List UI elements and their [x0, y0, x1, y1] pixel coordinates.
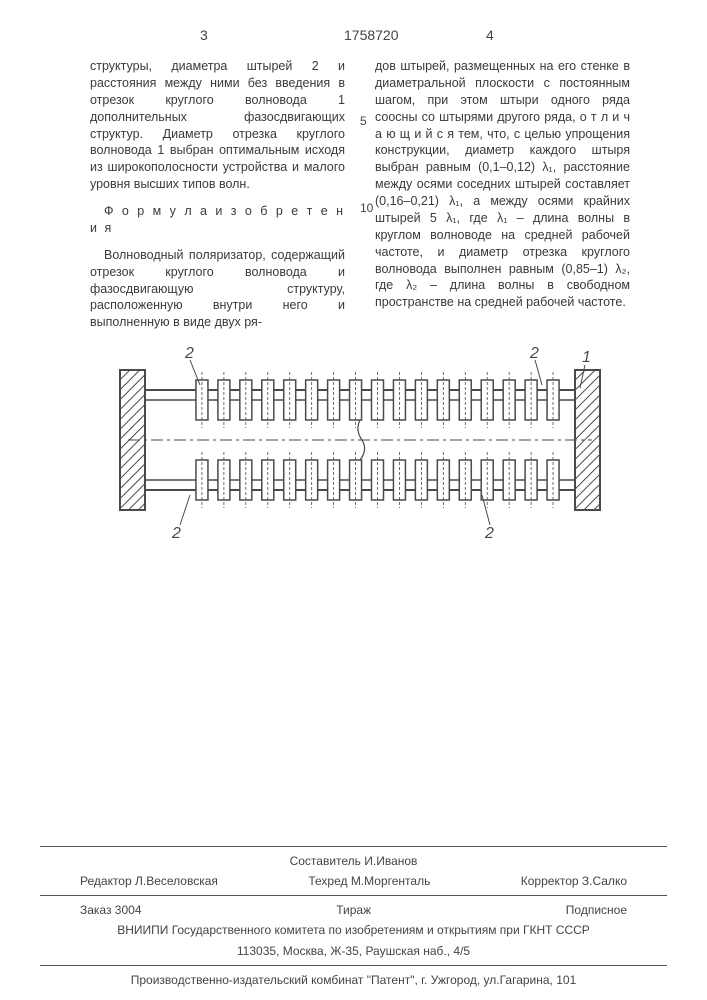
- footer-subscription: Подписное: [566, 902, 627, 918]
- label-2-topright: 2: [529, 345, 539, 362]
- footer-editor: Редактор Л.Веселовская: [80, 873, 218, 889]
- flange-left: [120, 370, 145, 510]
- page-number-right: 4: [486, 26, 494, 45]
- left-paragraph-2: Волноводный поляризатор, содержащий отре…: [90, 247, 345, 331]
- waveguide-diagram: 2 2 1 2 2: [90, 330, 630, 550]
- label-1: 1: [582, 349, 591, 366]
- footer-press: Производственно-издательский комбинат "П…: [40, 970, 667, 990]
- line-number-5: 5: [360, 113, 367, 129]
- formula-title: Ф о р м у л а и з о б р е т е н и я: [90, 203, 345, 237]
- document-number: 1758720: [344, 26, 399, 45]
- left-paragraph-1: структуры, диаметра штырей 2 и расстояни…: [90, 58, 345, 193]
- footer-tirazh: Тираж: [336, 902, 371, 918]
- flange-right: [575, 370, 600, 510]
- page-number-left: 3: [200, 26, 208, 45]
- footer: Составитель И.Иванов Редактор Л.Веселовс…: [40, 842, 667, 990]
- footer-order: Заказ 3004: [80, 902, 142, 918]
- footer-compiler: Составитель И.Иванов: [40, 851, 667, 871]
- page: 3 1758720 4 5 10 структуры, диаметра шты…: [0, 0, 707, 1000]
- right-paragraph-1: дов штырей, размещенных на его стенке в …: [375, 58, 630, 311]
- pins-top-row: [196, 372, 559, 428]
- column-left: структуры, диаметра штырей 2 и расстояни…: [90, 58, 345, 331]
- label-2-bottomleft: 2: [171, 525, 181, 542]
- footer-techred: Техред М.Моргенталь: [308, 873, 430, 889]
- footer-corrector: Корректор З.Салко: [521, 873, 627, 889]
- line-number-10: 10: [360, 200, 373, 216]
- pins-bottom-row: [196, 452, 559, 508]
- footer-org1: ВНИИПИ Государственного комитета по изоб…: [40, 920, 667, 940]
- label-2-topleft: 2: [184, 345, 194, 362]
- label-2-bottomright: 2: [484, 525, 494, 542]
- footer-org2: 113035, Москва, Ж-35, Раушская наб., 4/5: [40, 941, 667, 961]
- column-right: дов штырей, размещенных на его стенке в …: [375, 58, 630, 311]
